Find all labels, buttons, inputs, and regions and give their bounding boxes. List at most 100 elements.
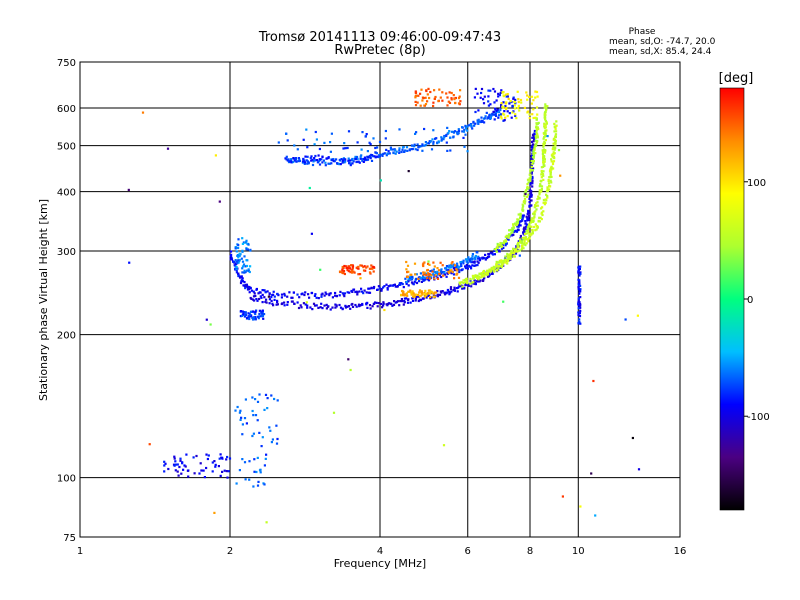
echo-point [532, 108, 535, 111]
echo-point [211, 461, 214, 464]
echo-point [429, 270, 432, 273]
echo-point [449, 291, 452, 294]
echo-point [477, 118, 480, 121]
echo-point [514, 98, 517, 101]
echo-point [450, 290, 453, 293]
echo-point [462, 279, 465, 282]
echo-point [543, 115, 546, 119]
echo-point [469, 260, 472, 263]
echo-point [306, 155, 309, 158]
echo-point [234, 409, 237, 412]
y-tick-label: 100 [57, 474, 76, 485]
echo-point [302, 302, 305, 305]
echo-point [341, 271, 344, 274]
echo-point [457, 268, 460, 271]
echo-point [461, 126, 464, 129]
echo-point [249, 287, 252, 290]
echo-point [402, 286, 405, 289]
echo-point [223, 469, 226, 472]
echo-point [488, 268, 491, 271]
echo-point [268, 298, 271, 301]
echo-point [237, 261, 240, 264]
echo-point [333, 159, 336, 163]
echo-point [514, 248, 517, 251]
echo-point [516, 220, 520, 223]
echo-point [544, 118, 547, 121]
echo-point [369, 153, 372, 156]
echo-point [403, 150, 406, 153]
echo-point [445, 275, 448, 278]
echo-point [486, 275, 490, 278]
echo-point [419, 299, 423, 302]
echo-point [184, 465, 187, 468]
echo-point [409, 273, 412, 276]
echo-point [422, 273, 425, 276]
echo-point [503, 261, 506, 264]
echo-point [509, 228, 513, 232]
echo-point [394, 152, 397, 155]
echo-point [530, 225, 533, 228]
echo-point [488, 273, 491, 277]
echo-point [405, 268, 408, 271]
echo-point [526, 185, 529, 189]
echo-point [313, 304, 317, 307]
echo-point [423, 127, 426, 131]
echo-point [485, 111, 488, 114]
echo-point [518, 238, 522, 241]
echo-point [298, 158, 301, 161]
echo-point [520, 248, 523, 251]
echo-point [418, 295, 422, 298]
echo-point [226, 476, 229, 479]
echo-point [579, 505, 582, 508]
echo-point [426, 142, 429, 145]
echo-point [433, 89, 436, 92]
echo-point [550, 165, 553, 168]
echo-point [260, 296, 263, 299]
echo-point [532, 217, 535, 220]
echo-point [276, 303, 279, 306]
echo-point [477, 120, 480, 123]
echo-point [276, 301, 279, 304]
echo-point [480, 273, 483, 276]
echo-point [523, 229, 526, 232]
echo-point [262, 317, 265, 320]
echo-point [200, 469, 203, 472]
echo-point [508, 102, 511, 105]
echo-point [512, 223, 515, 226]
echo-point [489, 116, 492, 119]
echo-point [405, 260, 408, 264]
echo-point [391, 148, 394, 151]
echo-point [484, 115, 487, 118]
echo-point [394, 285, 397, 288]
echo-point [457, 286, 460, 289]
echo-point [501, 91, 504, 94]
echo-point [535, 128, 538, 132]
echo-point [554, 133, 557, 136]
echo-point [482, 102, 486, 105]
echo-point [179, 457, 182, 460]
echo-point [402, 294, 405, 297]
echo-point [286, 301, 289, 304]
echo-point [433, 265, 436, 268]
echo-point [577, 278, 580, 281]
echo-point [366, 265, 369, 268]
x-axis-label: Frequency [MHz] [334, 557, 426, 570]
echo-point [401, 283, 404, 286]
echo-point [497, 92, 500, 95]
echo-point [178, 465, 181, 469]
echo-point [418, 298, 421, 301]
echo-point [359, 157, 362, 160]
echo-point [264, 393, 268, 396]
echo-point [341, 161, 344, 164]
echo-point [243, 417, 247, 420]
echo-point [551, 162, 555, 166]
echo-point [469, 265, 472, 268]
echo-point [364, 158, 367, 161]
echo-point [363, 289, 366, 292]
echo-point [449, 264, 452, 267]
echo-point [532, 154, 536, 157]
echo-point [578, 312, 581, 315]
echo-point [325, 303, 328, 306]
echo-point [474, 122, 477, 125]
echo-point [359, 304, 362, 307]
